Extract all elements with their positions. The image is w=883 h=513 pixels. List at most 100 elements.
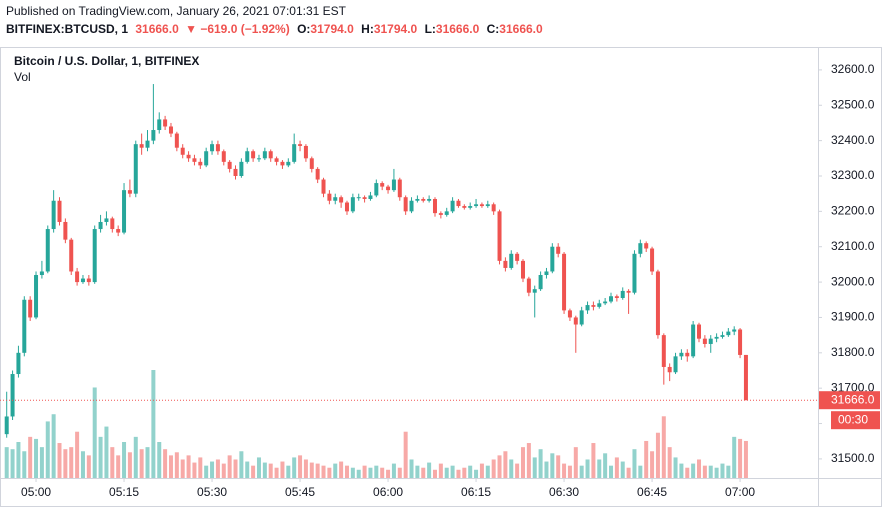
candle-body — [450, 200, 455, 212]
candle-body — [51, 200, 56, 230]
candle-body — [591, 305, 596, 307]
candle-body — [292, 144, 297, 162]
last-price-label: 31666.0 — [831, 392, 875, 406]
volume-bar — [75, 431, 80, 478]
candle-body — [174, 133, 179, 148]
volume-bar — [298, 455, 303, 478]
volume-bar — [567, 465, 572, 478]
candle-body — [280, 161, 285, 166]
x-tick-label: 05:30 — [197, 485, 227, 499]
candle-body — [104, 218, 109, 222]
volume-bar — [315, 463, 320, 478]
y-tick-label: 31800.0 — [831, 345, 875, 359]
volume-bar — [697, 459, 702, 478]
candle-body — [655, 271, 660, 336]
volume-bar — [239, 451, 244, 478]
candle-body — [157, 119, 162, 131]
volume-bar — [726, 465, 731, 478]
open-value: 31794.0 — [310, 22, 354, 36]
candle-body — [620, 290, 625, 298]
volume-bar — [309, 462, 314, 478]
volume-bar — [562, 463, 567, 478]
candle-body — [333, 197, 338, 201]
candle-body — [204, 151, 209, 166]
candle-body — [356, 197, 361, 199]
candle-body — [386, 186, 391, 191]
x-tick-label: 05:45 — [285, 485, 315, 499]
candle-body — [151, 130, 156, 141]
candle-body — [45, 229, 50, 272]
candle-body — [233, 168, 238, 176]
y-tick-label: 32000.0 — [831, 274, 875, 288]
volume-bar — [57, 443, 62, 478]
volume-bar — [644, 440, 649, 478]
candle-body — [714, 336, 719, 339]
volume-bar — [597, 459, 602, 478]
volume-bar — [116, 455, 121, 478]
volume-bar — [133, 436, 138, 478]
candle-body — [110, 218, 115, 230]
volume-bar — [609, 465, 614, 478]
candle-body — [227, 161, 232, 169]
candle-body — [444, 211, 449, 215]
volume-bar — [362, 465, 367, 478]
x-tick-label: 05:15 — [109, 485, 139, 499]
volume-bar — [438, 463, 443, 478]
volume-bar — [122, 442, 127, 478]
candle-body — [573, 317, 578, 325]
volume-bar — [204, 465, 209, 478]
y-tick-label: 31900.0 — [831, 310, 875, 324]
volume-bar — [174, 452, 179, 478]
x-tick-label: 06:45 — [637, 485, 667, 499]
volume-bar — [397, 467, 402, 478]
volume-bar — [603, 453, 608, 478]
candle-body — [10, 374, 15, 417]
volume-bar — [280, 461, 285, 478]
candle-body — [327, 193, 332, 201]
candle-body — [479, 204, 484, 207]
volume-bar — [303, 459, 308, 478]
volume-bar — [462, 467, 467, 478]
y-tick-label: 31700.0 — [831, 380, 875, 394]
volume-bar — [673, 457, 678, 478]
volume-bar — [321, 465, 326, 478]
candle-body — [98, 221, 103, 230]
candle-body — [743, 354, 748, 401]
volume-bar — [538, 449, 543, 478]
legend-title: Bitcoin / U.S. Dollar, 1, BITFINEX — [14, 54, 199, 68]
candle-body — [567, 310, 572, 318]
volume-bar — [28, 436, 33, 478]
volume-bar — [708, 465, 713, 478]
candle-body — [556, 246, 561, 254]
y-tick-label: 32400.0 — [831, 133, 875, 147]
volume-bar — [526, 443, 531, 478]
volume-bar — [386, 469, 391, 478]
volume-bar — [22, 451, 27, 478]
candle-body — [632, 253, 637, 293]
volume-bar — [221, 463, 226, 478]
candle-body — [262, 151, 267, 159]
candle-body — [116, 229, 121, 233]
high-value: 31794.0 — [374, 22, 418, 36]
volume-legend: Vol — [14, 70, 31, 84]
high-label: H: — [361, 22, 374, 36]
last-price: 31666.0 — [135, 22, 179, 36]
candle-body — [456, 200, 461, 207]
close-label: C: — [487, 22, 500, 36]
volume-bar — [180, 459, 185, 478]
volume-bar — [691, 463, 696, 478]
candle-body — [509, 253, 514, 268]
x-tick-label: 06:00 — [373, 485, 403, 499]
volume-bar — [45, 421, 50, 478]
volume-bar — [356, 469, 361, 478]
volume-bar — [655, 432, 660, 478]
candle-body — [491, 204, 496, 212]
volume-bar — [743, 440, 748, 478]
volume-bar — [432, 469, 437, 478]
volume-bar — [444, 467, 449, 478]
candle-body — [192, 158, 197, 162]
volume-bar — [620, 461, 625, 478]
candle-body — [409, 200, 414, 212]
candle-body — [163, 119, 168, 127]
candle-body — [597, 303, 602, 307]
